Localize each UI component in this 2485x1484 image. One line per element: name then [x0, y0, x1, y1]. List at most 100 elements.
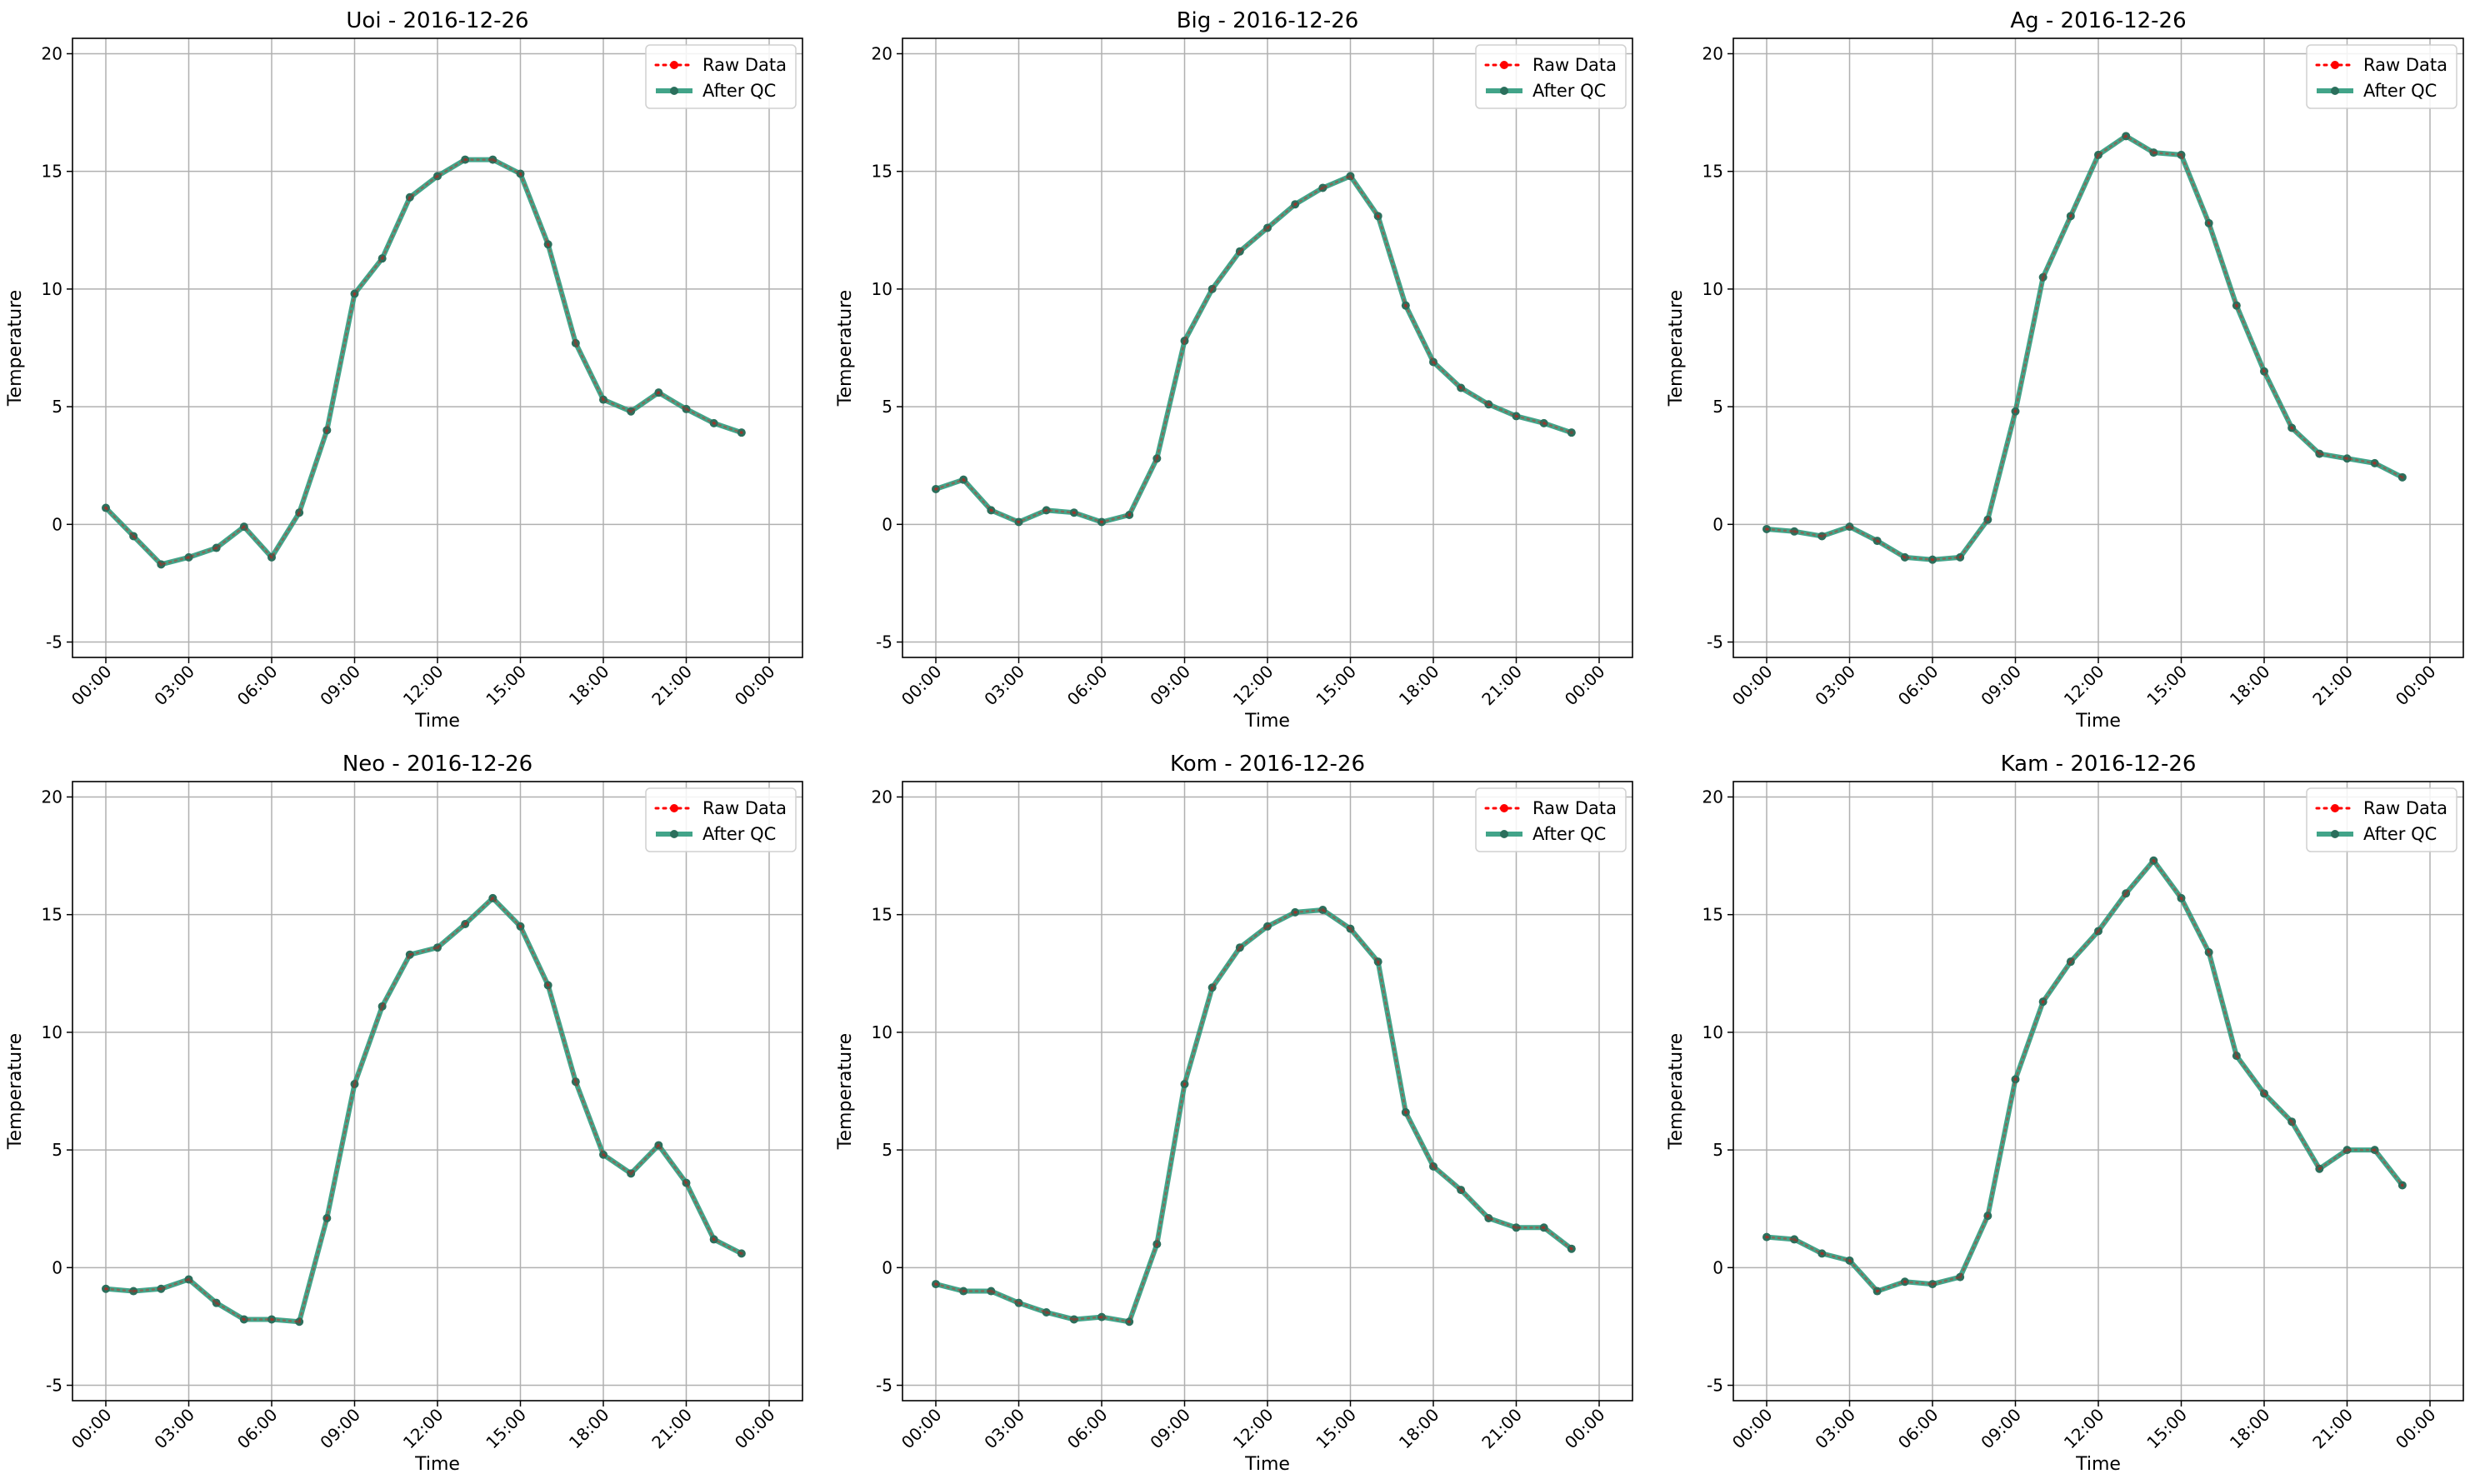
y-tick-label: 20 — [872, 43, 892, 63]
raw-data-point — [1155, 1242, 1159, 1247]
x-tick-label: 00:00 — [68, 662, 116, 710]
raw-data-point — [2124, 892, 2128, 896]
y-tick-label: 10 — [42, 279, 62, 299]
raw-data-point — [1432, 1164, 1435, 1168]
after-qc-point — [1125, 1317, 1134, 1327]
x-tick-label: 18:00 — [2226, 662, 2274, 710]
raw-data-point — [1986, 1214, 1990, 1218]
after-qc-point — [1790, 1235, 1799, 1244]
after-qc-point — [378, 254, 387, 263]
after-qc-point — [1762, 524, 1771, 533]
raw-data-point — [214, 546, 218, 550]
y-tick-label: -5 — [46, 1376, 62, 1396]
raw-data-point — [2207, 221, 2211, 225]
raw-data-point — [1986, 517, 1990, 522]
legend-qc-label: After QC — [2363, 81, 2437, 101]
legend-raw-marker — [2331, 804, 2339, 812]
raw-data-point — [1376, 960, 1380, 964]
x-tick-label: 06:00 — [1063, 662, 1112, 710]
raw-data-point — [2372, 1148, 2377, 1152]
after-qc-point — [1512, 412, 1521, 421]
after-qc-point — [516, 169, 525, 178]
legend-qc-marker — [1500, 830, 1508, 838]
y-tick-label: 0 — [1712, 1257, 1723, 1277]
raw-data-point — [2400, 1183, 2404, 1187]
raw-data-point — [684, 407, 688, 411]
raw-data-point — [1266, 226, 1269, 230]
raw-data-point — [657, 391, 661, 395]
y-tick-label: 5 — [882, 397, 892, 417]
legend-raw-marker — [670, 804, 678, 812]
raw-data-point — [684, 1181, 688, 1185]
after-qc-point — [2094, 927, 2102, 936]
y-tick-label: 5 — [1712, 397, 1723, 417]
subplot-5: -5 0 5 10 15 20 00:00 03:00 06:00 09:00 12:00 15:00… — [835, 752, 1633, 1475]
after-qc-point — [1208, 284, 1217, 293]
series-line-after-qc — [933, 173, 1574, 525]
y-tick-label: 20 — [42, 43, 62, 63]
y-tick-label: 15 — [1702, 162, 1723, 182]
raw-data-point — [962, 1289, 966, 1293]
after-qc-point — [1180, 337, 1189, 346]
raw-data-point — [2041, 275, 2045, 279]
raw-data-point — [270, 1317, 273, 1322]
raw-data-point — [1875, 539, 1879, 543]
y-axis-label: Temperature — [835, 290, 856, 407]
raw-data-point — [2345, 457, 2349, 461]
raw-data-point — [2152, 858, 2156, 862]
x-tick-label: 00:00 — [2392, 1405, 2440, 1453]
y-tick-label: 20 — [872, 787, 892, 807]
after-qc-point — [627, 407, 636, 416]
after-qc-point — [1235, 943, 1244, 952]
after-qc-point — [959, 1287, 968, 1296]
after-qc-point — [184, 1275, 193, 1284]
raw-data-point — [187, 1277, 191, 1282]
after-qc-point — [932, 484, 940, 493]
after-qc-point — [599, 395, 608, 404]
y-tick-label: -5 — [876, 1376, 892, 1396]
after-qc-point — [102, 503, 110, 512]
after-qc-point — [350, 1080, 359, 1089]
x-tick-label: 15:00 — [1312, 662, 1360, 710]
raw-data-point — [602, 1152, 605, 1157]
after-qc-point — [2204, 947, 2213, 957]
raw-data-point — [962, 477, 966, 482]
raw-data-point — [989, 508, 993, 512]
after-qc-point — [2177, 893, 2186, 902]
raw-data-point — [1238, 946, 1242, 950]
raw-data-point — [934, 1282, 938, 1287]
y-tick-label: 0 — [52, 514, 62, 534]
raw-data-point — [242, 1317, 246, 1322]
y-tick-label: 20 — [1702, 787, 1723, 807]
x-axis-label: Time — [1244, 1454, 1290, 1475]
after-qc-point — [2288, 423, 2297, 432]
after-qc-point — [932, 1280, 940, 1289]
after-qc-point — [1208, 983, 1217, 992]
x-tick-label: 03:00 — [980, 662, 1028, 710]
raw-data-point — [159, 1287, 163, 1291]
x-tick-label: 12:00 — [2060, 1405, 2108, 1453]
raw-data-point — [518, 924, 522, 928]
after-qc-point — [654, 1141, 663, 1150]
after-qc-point — [322, 1214, 332, 1223]
x-axis-label: Time — [414, 1454, 460, 1475]
after-qc-point — [543, 240, 552, 249]
x-tick-label: 15:00 — [482, 1405, 530, 1453]
after-qc-point — [1539, 418, 1548, 427]
raw-data-point — [1792, 529, 1797, 533]
after-qc-point — [2149, 148, 2158, 157]
x-tick-label: 03:00 — [150, 662, 198, 710]
legend-qc-label: After QC — [702, 824, 776, 844]
chart-title: Neo - 2016-12-26 — [342, 752, 532, 777]
raw-data-point — [1902, 1280, 1907, 1284]
after-qc-point — [129, 1287, 138, 1296]
after-qc-point — [654, 388, 663, 397]
after-qc-point — [2122, 889, 2131, 898]
after-qc-point — [1845, 522, 1854, 532]
x-tick-label: 00:00 — [1561, 662, 1609, 710]
after-qc-point — [1014, 1298, 1023, 1307]
x-tick-label: 06:00 — [1063, 1405, 1112, 1453]
after-qc-point — [1152, 454, 1162, 463]
x-tick-label: 15:00 — [2142, 1405, 2191, 1453]
x-tick-label: 12:00 — [2060, 662, 2108, 710]
